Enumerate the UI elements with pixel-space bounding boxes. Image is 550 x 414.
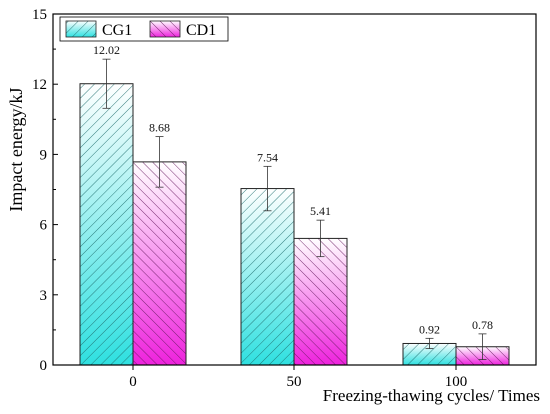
bar-hatch: [133, 161, 186, 365]
error-bar-CD1-50: [316, 219, 325, 258]
y-tick-label: 12: [32, 77, 47, 93]
error-bar-CD1-100: [478, 333, 487, 361]
legend-swatch-hatch: [66, 21, 96, 37]
bar-CD1-0: [132, 161, 187, 366]
data-label-CG1-100: 0.92: [419, 322, 440, 336]
bar-CG1-100: [402, 342, 457, 366]
x-tick-label: 50: [287, 374, 302, 390]
legend-label: CG1: [102, 22, 132, 39]
legend-label: CD1: [186, 22, 216, 39]
y-tick-label: 9: [40, 147, 48, 163]
error-bar-CG1-0: [102, 58, 111, 109]
legend-swatch-hatch: [150, 21, 180, 37]
legend-swatch-outline: [149, 20, 181, 38]
bar-CD1-50: [293, 237, 348, 366]
y-tick-label: 3: [40, 288, 48, 304]
bar-hatch: [294, 238, 347, 365]
bar-hatch: [80, 83, 133, 366]
bar-hatch: [403, 343, 456, 365]
data-label-CG1-50: 7.54: [257, 150, 278, 164]
x-axis-label: Freezing-thawing cycles/ Times: [323, 386, 540, 405]
y-tick-label: 6: [40, 218, 48, 234]
y-tick-label: 15: [32, 7, 47, 23]
legend-item-CD1: CD1: [149, 20, 216, 39]
bar-CG1-50: [240, 188, 295, 366]
data-label-CD1-0: 8.68: [149, 121, 170, 135]
bar-hatch: [241, 188, 294, 365]
data-label-CG1-0: 12.02: [93, 43, 120, 57]
y-axis-label: Impact energy/kJ: [6, 87, 26, 211]
x-tick-label: 100: [445, 374, 468, 390]
error-bar-CG1-50: [263, 165, 272, 212]
x-tick-label: 0: [129, 374, 137, 390]
legend-swatch-outline: [65, 20, 97, 38]
legend-item-CG1: CG1: [65, 20, 132, 39]
error-bar-CD1-0: [155, 136, 164, 188]
data-label-CD1-50: 5.41: [310, 204, 331, 218]
error-bar-CG1-100: [425, 337, 434, 350]
y-tick-label: 0: [40, 358, 48, 374]
bar-CG1-0: [79, 83, 134, 366]
data-label-CD1-100: 0.78: [472, 318, 493, 332]
